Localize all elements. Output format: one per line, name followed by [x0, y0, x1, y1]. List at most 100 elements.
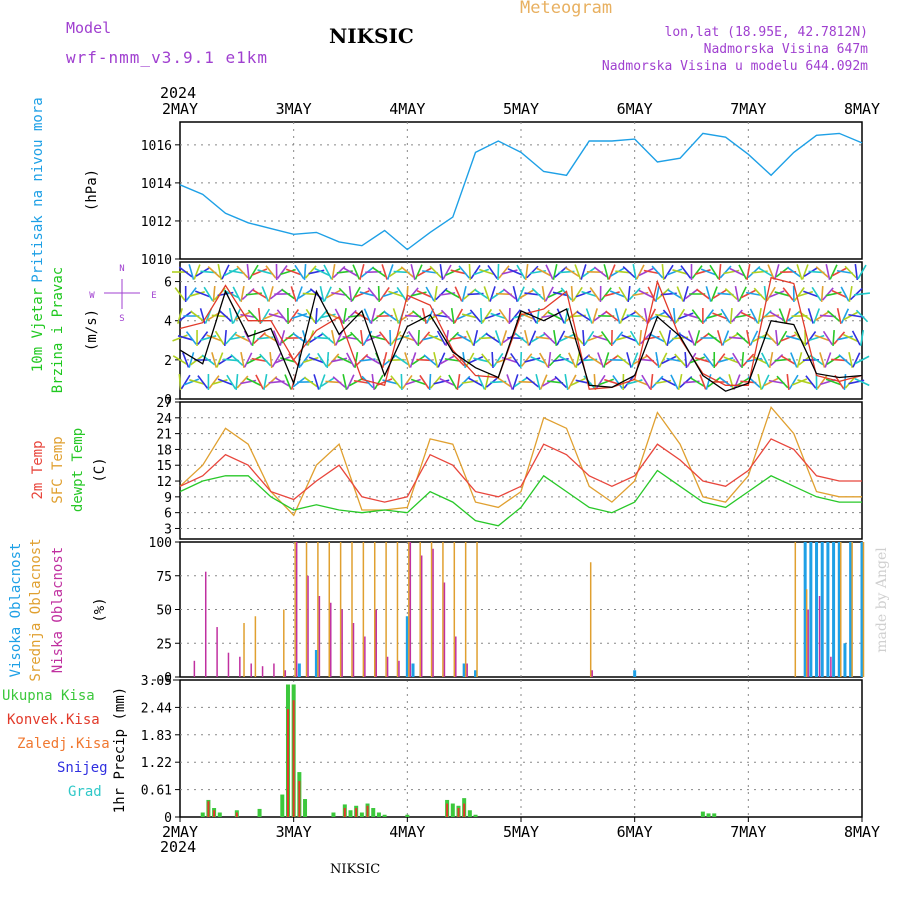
wind-arrow [365, 355, 381, 365]
wind-arrow [299, 353, 311, 367]
wind-arrow [612, 331, 624, 345]
wind-arrow [857, 264, 867, 280]
wind-arrow [651, 265, 664, 279]
wind-arrow [767, 264, 775, 280]
wind-arrow [840, 308, 850, 324]
wind-arrow [580, 264, 587, 280]
wind-arrow [822, 287, 834, 301]
wind-arrow [661, 355, 677, 365]
wind-arrow [651, 375, 664, 389]
wind-arrow [636, 264, 645, 280]
wind-arrow [536, 267, 552, 277]
watermark: made by Angel [874, 547, 890, 653]
cloud-bar [832, 542, 836, 677]
wind-arrow [603, 291, 620, 297]
wind-arrow [377, 285, 380, 303]
wind-arrow [853, 292, 871, 296]
wind-arrow [524, 357, 541, 363]
wind-arrow [700, 268, 717, 276]
y-tick-label: 1010 [141, 253, 172, 268]
wind-arrow [605, 310, 619, 322]
wind-arrow [342, 307, 347, 325]
pressure-axis-label: Pritisak na nivou mora [30, 97, 46, 282]
wind-arrow [638, 267, 654, 277]
precip-bar [348, 810, 353, 817]
wind-arrow [531, 287, 545, 301]
wind-arrow [686, 352, 697, 368]
panel-frame [179, 401, 863, 540]
wind-arrow [354, 290, 370, 298]
wind-arrow [276, 265, 288, 279]
wind-arrow [498, 265, 510, 279]
wind-arrow [257, 269, 274, 275]
wind-arrow [246, 355, 262, 365]
cloud-bar [364, 636, 366, 677]
precip-axis-label: 1hr Precip (mm) [112, 687, 128, 813]
precip-bar [446, 803, 449, 817]
wind-arrow [621, 334, 637, 342]
wind-arrow [699, 374, 707, 390]
wind-arrow [742, 353, 755, 367]
wind-arrow [467, 356, 484, 364]
wind-arrow [468, 377, 483, 387]
wind-arrow [797, 379, 814, 385]
wind-arrow [729, 267, 745, 277]
wind-arrow [332, 376, 346, 388]
cloud-bar [386, 656, 389, 677]
wind-arrow [211, 352, 218, 368]
wind-arrow [718, 263, 722, 281]
x-tick-label-bottom: 6MAY [617, 823, 653, 841]
wind-arrow [687, 330, 696, 346]
y-tick-label: 0 [164, 393, 172, 408]
wind-arrow [247, 309, 260, 323]
wind-arrow [788, 374, 799, 390]
wind-arrow [468, 263, 472, 281]
wind-arrow [225, 331, 238, 345]
wind-arrow [383, 310, 398, 322]
cloud-bar [294, 542, 296, 677]
cloud-bar [352, 623, 355, 677]
wind-arrow [337, 333, 353, 343]
cloud-bar [455, 636, 457, 677]
wind-arrow [709, 264, 720, 280]
y-tick-label: 50 [156, 604, 172, 619]
wind-arrow [419, 374, 430, 390]
wind-arrow [279, 330, 286, 346]
wind-arrow [240, 351, 245, 369]
wind-arrow [261, 286, 269, 302]
y-tick-label: 1.83 [141, 729, 172, 744]
wind-arrow [645, 353, 659, 367]
cloud-bar [243, 623, 245, 677]
wind-arrow [615, 335, 632, 341]
wind-arrow [422, 270, 439, 274]
wind-arrow [854, 263, 859, 281]
wind-arrow [507, 268, 523, 276]
wind-arrow [423, 354, 437, 366]
wind-arrow [667, 289, 682, 299]
cloud-bar [411, 663, 415, 677]
wind-arrow [626, 379, 643, 385]
wind-arrow [185, 287, 197, 301]
wind-arrow [618, 286, 629, 302]
wind-arrow [456, 373, 461, 391]
wind-arrow [682, 286, 689, 302]
wind-arrow [223, 329, 227, 347]
cloud-bar [803, 542, 807, 677]
wind-arrow [630, 352, 639, 368]
wind-arrow [371, 266, 386, 278]
wind-arrow [603, 264, 610, 280]
wind-arrow [703, 309, 715, 323]
cloud-bar [843, 643, 847, 677]
cloud-series-2 [193, 542, 832, 677]
wind-arrow [418, 331, 431, 345]
precip-legend-2: Zaledj.Kisa [17, 736, 110, 752]
y-tick-label: 2.44 [141, 701, 172, 716]
wind-arrow [643, 307, 649, 325]
wind-arrow [712, 312, 728, 320]
wind-arrow [593, 373, 597, 391]
cloud-high-label: Visoka Oblacnost [8, 543, 24, 678]
x-tick-label-top: 4MAY [389, 100, 425, 118]
wind-arrow [453, 308, 464, 324]
wind-arrow [844, 265, 857, 279]
cloud-series-0 [297, 542, 864, 677]
